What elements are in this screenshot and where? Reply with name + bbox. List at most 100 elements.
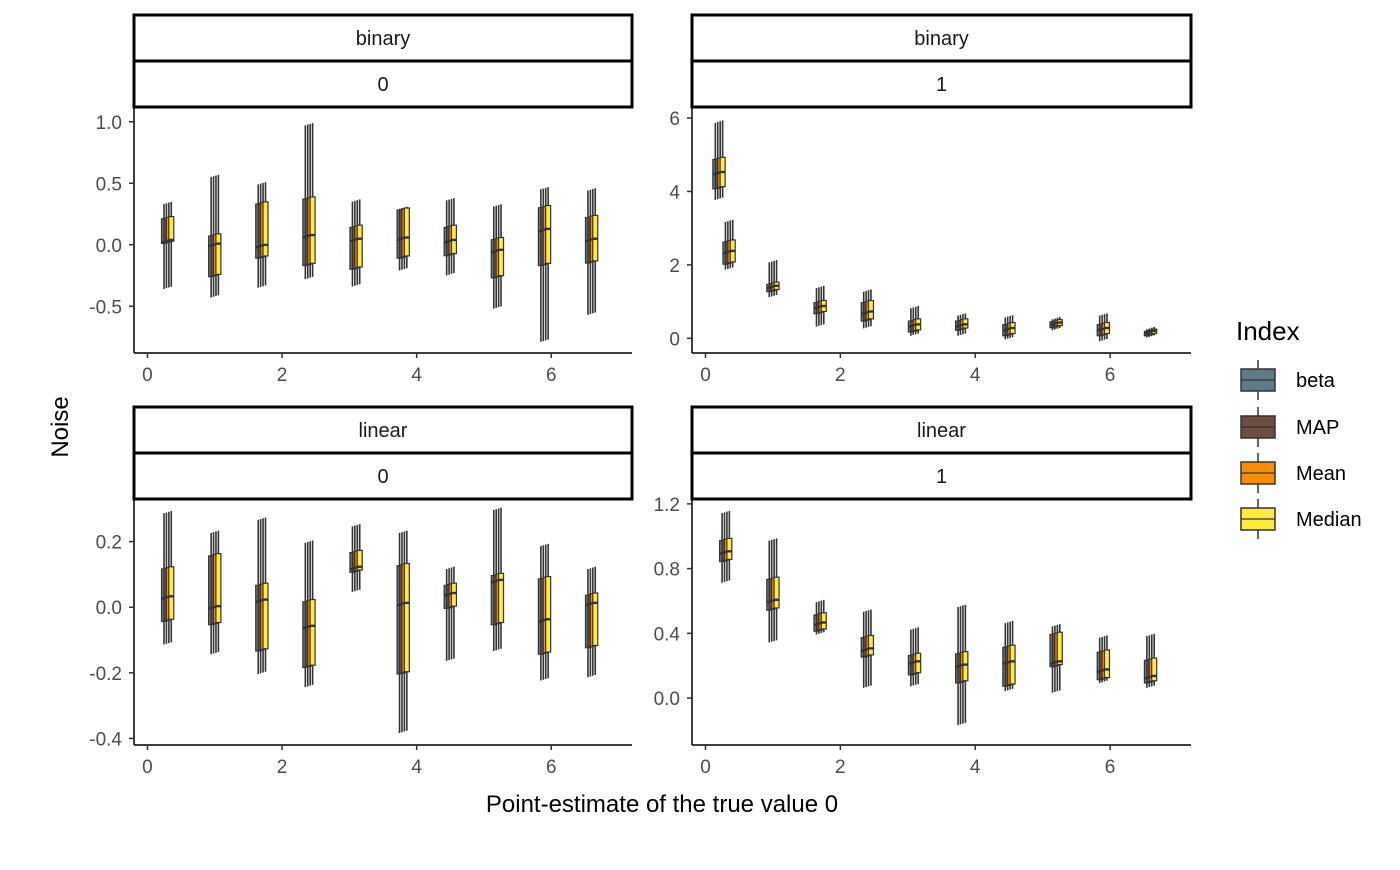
box-body <box>773 576 780 609</box>
box-series-median <box>545 543 552 679</box>
strip-label-top: linear <box>359 420 408 442</box>
box-body <box>820 612 827 630</box>
box-series-median <box>592 188 599 313</box>
box-series-median <box>726 510 733 581</box>
y-tick-label: 0.4 <box>654 624 681 645</box>
facet-panel: linear 1 0.0 0.4 0.8 1.2 0 2 4 6 <box>654 405 1193 778</box>
strip-box-bottom <box>132 59 634 109</box>
box-series-median <box>1151 326 1158 336</box>
box-series-median <box>867 609 875 686</box>
x-tick-label: 0 <box>700 757 711 778</box>
box-body <box>309 196 316 264</box>
x-tick-label: 2 <box>277 757 288 778</box>
legend-title: Index <box>1236 316 1300 346</box>
box-body <box>215 233 222 276</box>
box-body <box>497 236 505 277</box>
y-tick-label: 0 <box>669 329 680 350</box>
box-series-median <box>1056 624 1063 691</box>
x-tick-label: 6 <box>1105 365 1116 386</box>
box-series-median <box>262 182 269 286</box>
box-series-median <box>820 285 827 325</box>
facet-panel: binary 1 0 2 4 6 0 2 4 6 <box>669 13 1193 386</box>
y-tick-label: 4 <box>669 182 680 203</box>
box-series-median <box>545 187 552 340</box>
legend: Index beta MAP Mean Median <box>1236 316 1362 539</box>
box-series-median <box>962 604 969 723</box>
box-body <box>1056 631 1063 666</box>
box-body <box>915 652 922 674</box>
box-series-median <box>450 566 458 659</box>
strip-box-top <box>132 405 634 455</box>
strip-label-top: binary <box>914 28 968 50</box>
box-body <box>215 553 222 624</box>
strip-label-top: binary <box>356 28 410 50</box>
strip-box-bottom <box>690 59 1193 109</box>
box-series-median <box>215 530 222 653</box>
x-tick-label: 4 <box>411 757 422 778</box>
y-tick-label: -0.4 <box>89 729 122 750</box>
x-tick-label: 2 <box>835 757 846 778</box>
box-series-median <box>1056 317 1063 329</box>
box-body <box>962 651 969 682</box>
box-body <box>867 299 875 320</box>
y-tick-label: 0.2 <box>96 533 122 554</box>
box-body <box>309 598 316 666</box>
x-tick-label: 6 <box>546 757 557 778</box>
legend-item: beta <box>1240 360 1336 400</box>
box-body <box>262 201 269 257</box>
facet-panel: binary 0 -0.5 0.0 0.5 1.0 0 2 4 6 <box>89 13 634 386</box>
box-series-median <box>262 517 269 672</box>
y-axis-title: Noise <box>47 396 74 457</box>
strip-label-top: linear <box>917 420 966 442</box>
box-series-median <box>497 507 505 649</box>
y-tick-label: 0.5 <box>96 174 122 195</box>
box-series-median <box>309 123 316 277</box>
box-body <box>356 549 363 571</box>
y-tick-label: 0.0 <box>96 236 122 257</box>
box-body <box>168 215 175 242</box>
strip-box-bottom <box>690 451 1193 501</box>
box-body <box>1103 649 1111 679</box>
strip-label-bottom: 0 <box>377 74 388 96</box>
box-series-median <box>867 289 875 327</box>
box-series-median <box>168 201 175 287</box>
x-tick-label: 4 <box>970 365 981 386</box>
box-body <box>497 572 505 624</box>
y-tick-label: 0.0 <box>96 598 122 619</box>
box-body <box>356 224 363 268</box>
strip-label-bottom: 1 <box>936 466 947 488</box>
x-tick-label: 4 <box>970 757 981 778</box>
facet-panel: linear 0 -0.4 -0.2 0.0 0.2 0 2 4 6 <box>89 405 634 778</box>
legend-label: Mean <box>1296 463 1346 485</box>
box-body <box>1009 644 1016 685</box>
strip-box-top <box>132 13 634 63</box>
x-tick-label: 4 <box>411 365 422 386</box>
box-series-median <box>915 305 922 334</box>
x-tick-label: 2 <box>835 365 846 386</box>
box-series-median <box>592 566 599 676</box>
box-series-median <box>1151 633 1158 686</box>
box-series-median <box>403 206 410 269</box>
box-series-median <box>403 530 410 731</box>
box-series-median <box>773 538 780 641</box>
box-series-median <box>309 540 316 685</box>
box-series-median <box>820 599 827 633</box>
y-tick-label: 0.0 <box>654 689 680 710</box>
x-axis-title: Point-estimate of the true value 0 <box>486 791 838 818</box>
x-tick-label: 2 <box>277 365 288 386</box>
box-body <box>403 562 410 673</box>
box-series-median <box>1103 313 1111 340</box>
y-tick-label: 0.8 <box>654 560 680 581</box>
y-tick-label: 2 <box>669 256 680 277</box>
strip-label-bottom: 1 <box>936 74 947 96</box>
y-tick-label: -0.5 <box>89 297 122 318</box>
box-body <box>1151 657 1158 682</box>
box-series-median <box>168 511 175 643</box>
x-tick-label: 0 <box>142 757 153 778</box>
box-body <box>867 634 875 656</box>
strip-box-top <box>690 13 1193 63</box>
box-body <box>726 537 733 560</box>
box-series-median <box>356 524 363 590</box>
